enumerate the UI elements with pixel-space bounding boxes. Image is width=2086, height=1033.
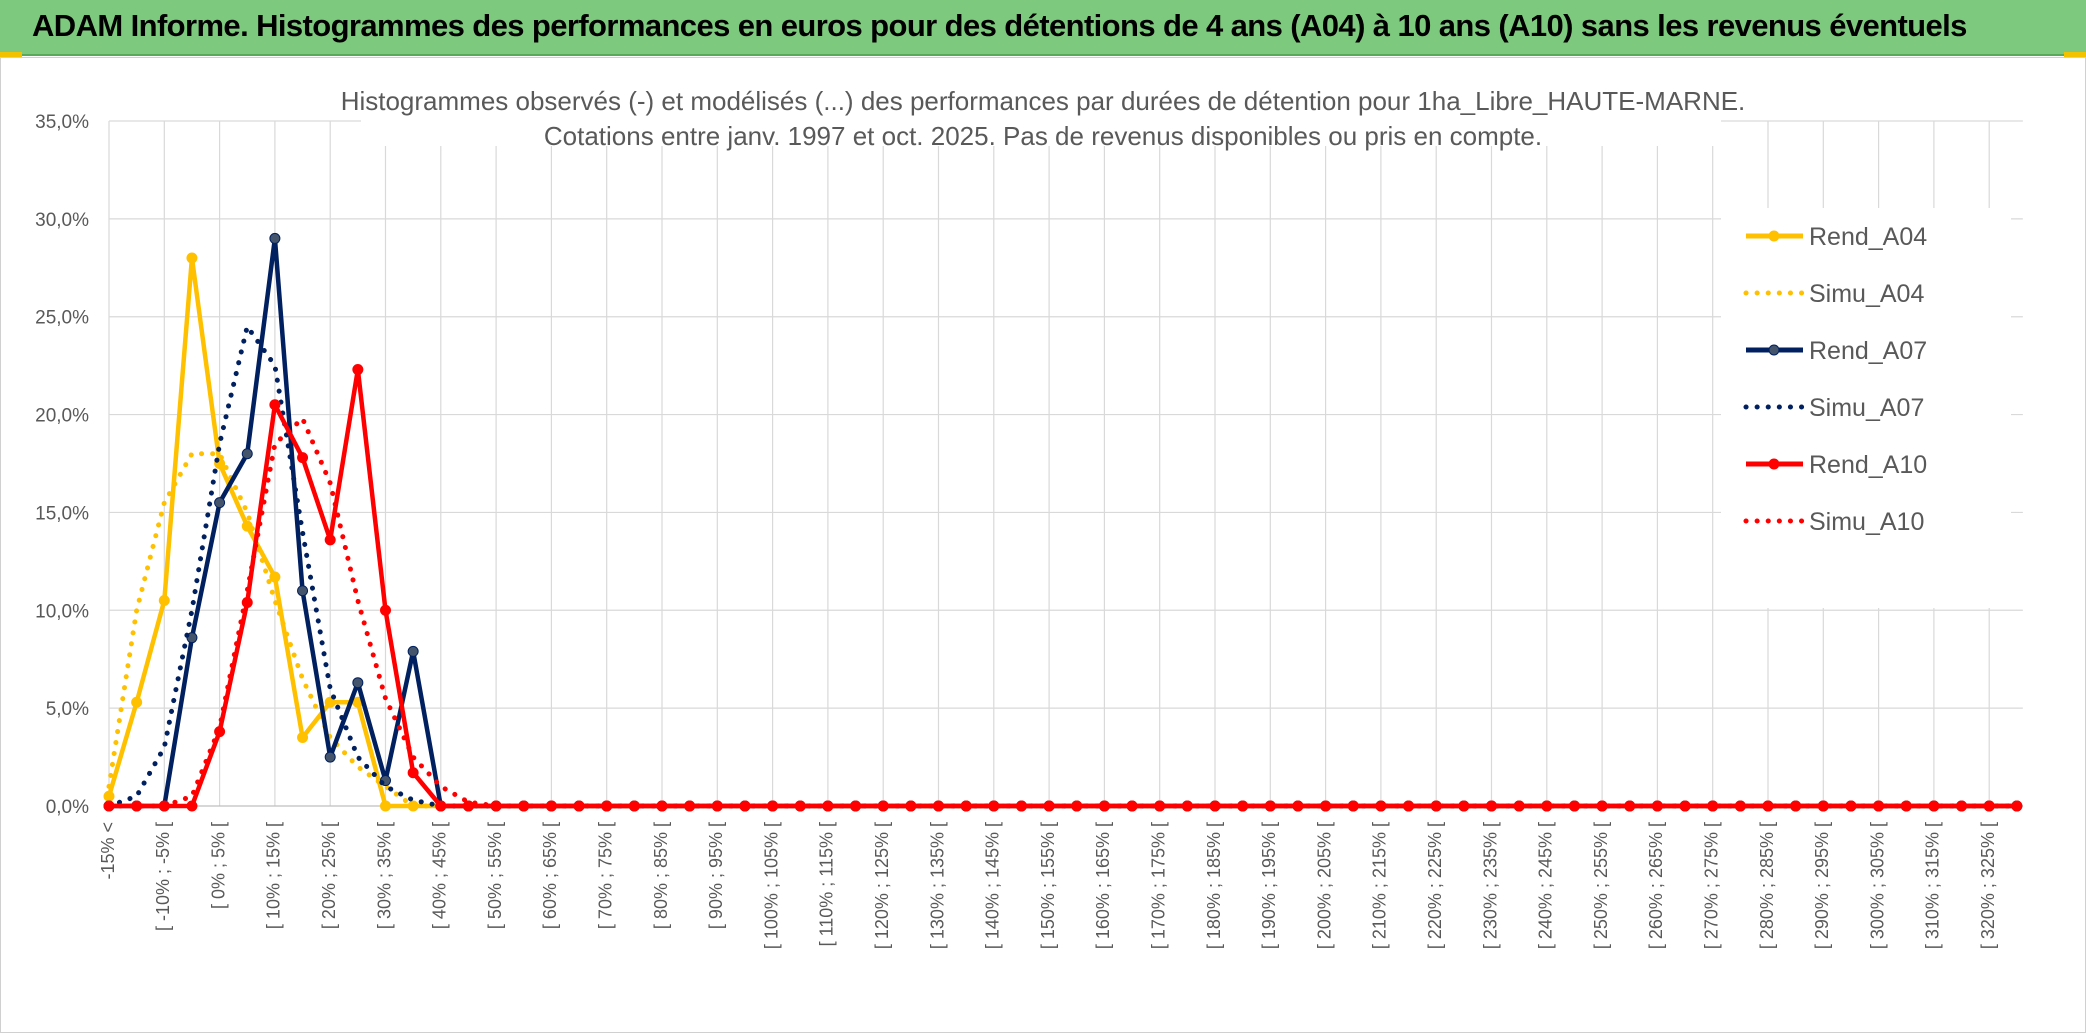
x-tick-label: [ 30% ; 35% [: [374, 822, 394, 929]
x-tick-label: [ 110% ; 115% [: [817, 822, 837, 946]
data-point-Rend_A04: [186, 252, 198, 264]
x-tick-label: [ 280% ; 285% [: [1757, 822, 1777, 949]
x-tick-label: [ 230% ; 235% [: [1480, 822, 1500, 949]
x-tick-label: [ 130% ; 135% [: [927, 822, 947, 949]
data-point-Rend_A07: [407, 645, 419, 657]
series-layer: [103, 232, 2023, 812]
report-title: ADAM Informe. Histogrammes des performan…: [32, 8, 1967, 43]
x-tick-label: [ 210% ; 215% [: [1370, 822, 1390, 949]
x-tick-label: [ 170% ; 175% [: [1148, 822, 1168, 949]
x-tick-label: [ 320% ; 325% [: [1978, 822, 1998, 949]
x-tick-label: [ 100% ; 105% [: [761, 822, 781, 949]
chart-title-line-1: Histogrammes observés (-) et modélisés (…: [341, 86, 1746, 116]
data-point-Rend_A07: [352, 677, 364, 689]
x-tick-label: [ 180% ; 185% [: [1204, 822, 1224, 949]
vertical-gridlines: [108, 121, 1990, 806]
legend-label-Simu_A10: Simu_A10: [1809, 508, 1924, 536]
series-line-Simu_A04: [106, 451, 2020, 809]
data-point-Rend_A10: [407, 767, 419, 779]
data-point-Rend_A04: [103, 790, 115, 802]
y-tick-label: 25,0%: [35, 308, 89, 329]
data-point-Rend_A04: [324, 696, 336, 708]
data-point-Rend_A10: [324, 534, 336, 546]
legend-marker-Rend_A04: [1768, 230, 1780, 242]
x-tick-label: [ -10% ; -5% [: [153, 822, 173, 931]
x-tick-label: [ 290% ; 295% [: [1812, 822, 1832, 949]
x-tick-label: [ 190% ; 195% [: [1259, 822, 1279, 949]
data-point-Rend_A04: [380, 800, 391, 812]
data-point-Rend_A10: [2011, 800, 2023, 812]
x-tick-label: [ 200% ; 205% [: [1314, 822, 1334, 949]
chart-title-line-2: Cotations entre janv. 1997 et oct. 2025.…: [544, 121, 1542, 151]
x-tick-label: [ 240% ; 245% [: [1536, 822, 1556, 949]
y-tick-label: 35,0%: [35, 112, 89, 133]
y-axis-ticks: 0,0% 5,0% 10,0% 15,0% 20,0% 25,0% 30,0% 35,0%: [35, 112, 89, 818]
banner-accent-right: [2064, 52, 2086, 57]
legend-label-Rend_A04: Rend_A04: [1809, 223, 1927, 251]
data-point-Rend_A07: [214, 497, 226, 509]
x-tick-label: [ 260% ; 265% [: [1646, 822, 1666, 949]
data-point-Rend_A10: [435, 800, 447, 812]
x-tick-label: [ 50% ; 55% [: [485, 822, 505, 929]
data-point-Rend_A07: [297, 585, 309, 597]
x-tick-label: [ 250% ; 255% [: [1591, 822, 1611, 949]
x-tick-label: [ 0% ; 5% [: [208, 822, 228, 909]
x-tick-label: [ 70% ; 75% [: [595, 822, 615, 929]
x-tick-label: [ 300% ; 305% [: [1867, 822, 1887, 949]
x-tick-label: [ 40% ; 45% [: [430, 822, 450, 929]
x-axis-ticks: -15% < [ -10% ; -5% [ [ 0% ; 5% [ [ 10% ; 1…: [98, 822, 1998, 949]
x-tick-label: [ 60% ; 65% [: [540, 822, 560, 929]
legend-label-Simu_A07: Simu_A07: [1809, 394, 1924, 422]
x-tick-label: [ 90% ; 95% [: [706, 822, 726, 929]
y-tick-label: 0,0%: [46, 797, 89, 818]
y-tick-label: 10,0%: [35, 601, 89, 622]
legend-label-Simu_A04: Simu_A04: [1809, 280, 1924, 308]
chart-title-background: [361, 80, 1721, 146]
chart-area: 0,0% 5,0% 10,0% 15,0% 20,0% 25,0% 30,0% 35,0% -…: [0, 57, 2086, 1033]
y-tick-label: 5,0%: [46, 699, 89, 720]
data-point-Rend_A10: [352, 364, 364, 376]
y-tick-label: 30,0%: [35, 210, 89, 231]
x-tick-label: [ 220% ; 225% [: [1425, 822, 1445, 949]
banner-accent-left: [0, 52, 22, 57]
data-point-Rend_A07: [269, 232, 281, 244]
data-point-Rend_A10: [462, 800, 474, 812]
data-point-Rend_A10: [380, 604, 391, 616]
x-tick-label: [ 150% ; 155% [: [1038, 822, 1058, 949]
data-point-Rend_A04: [269, 571, 281, 583]
data-point-Rend_A10: [269, 399, 281, 411]
legend-marker-Rend_A07: [1768, 344, 1780, 356]
legend-label-Rend_A10: Rend_A10: [1809, 451, 1927, 479]
data-point-Rend_A04: [297, 732, 309, 743]
series-line-Simu_A10: [106, 415, 2020, 809]
data-point-Rend_A04: [158, 595, 170, 606]
legend-marker-Rend_A10: [1768, 458, 1780, 470]
y-tick-label: 15,0%: [35, 503, 89, 524]
x-tick-label: [ 10% ; 15% [: [264, 822, 284, 929]
report-banner: ADAM Informe. Histogrammes des performan…: [0, 0, 2086, 56]
data-point-Rend_A10: [186, 800, 198, 812]
x-tick-label: [ 140% ; 145% [: [983, 822, 1003, 949]
y-tick-label: 20,0%: [35, 406, 89, 427]
data-point-Rend_A07: [324, 751, 336, 763]
legend: Rend_A04 Simu_A04 Rend_A07 Simu_A07 Rend_A10…: [1743, 223, 1927, 536]
data-point-Rend_A10: [297, 452, 309, 464]
x-tick-label: [ 20% ; 25% [: [319, 822, 339, 929]
data-point-Rend_A04: [131, 696, 143, 708]
histogram-line-chart: 0,0% 5,0% 10,0% 15,0% 20,0% 25,0% 30,0% 35,0% -…: [35, 80, 2023, 949]
x-tick-label: [ 310% ; 315% [: [1923, 822, 1943, 949]
legend-label-Rend_A07: Rend_A07: [1809, 337, 1927, 365]
x-tick-label: [ 160% ; 165% [: [1093, 822, 1113, 949]
x-tick-label: -15% <: [98, 822, 118, 880]
x-tick-label: [ 270% ; 275% [: [1701, 822, 1721, 949]
data-point-Rend_A07: [241, 448, 253, 460]
x-tick-label: [ 120% ; 125% [: [872, 822, 892, 949]
x-tick-label: [ 80% ; 85% [: [651, 822, 671, 929]
